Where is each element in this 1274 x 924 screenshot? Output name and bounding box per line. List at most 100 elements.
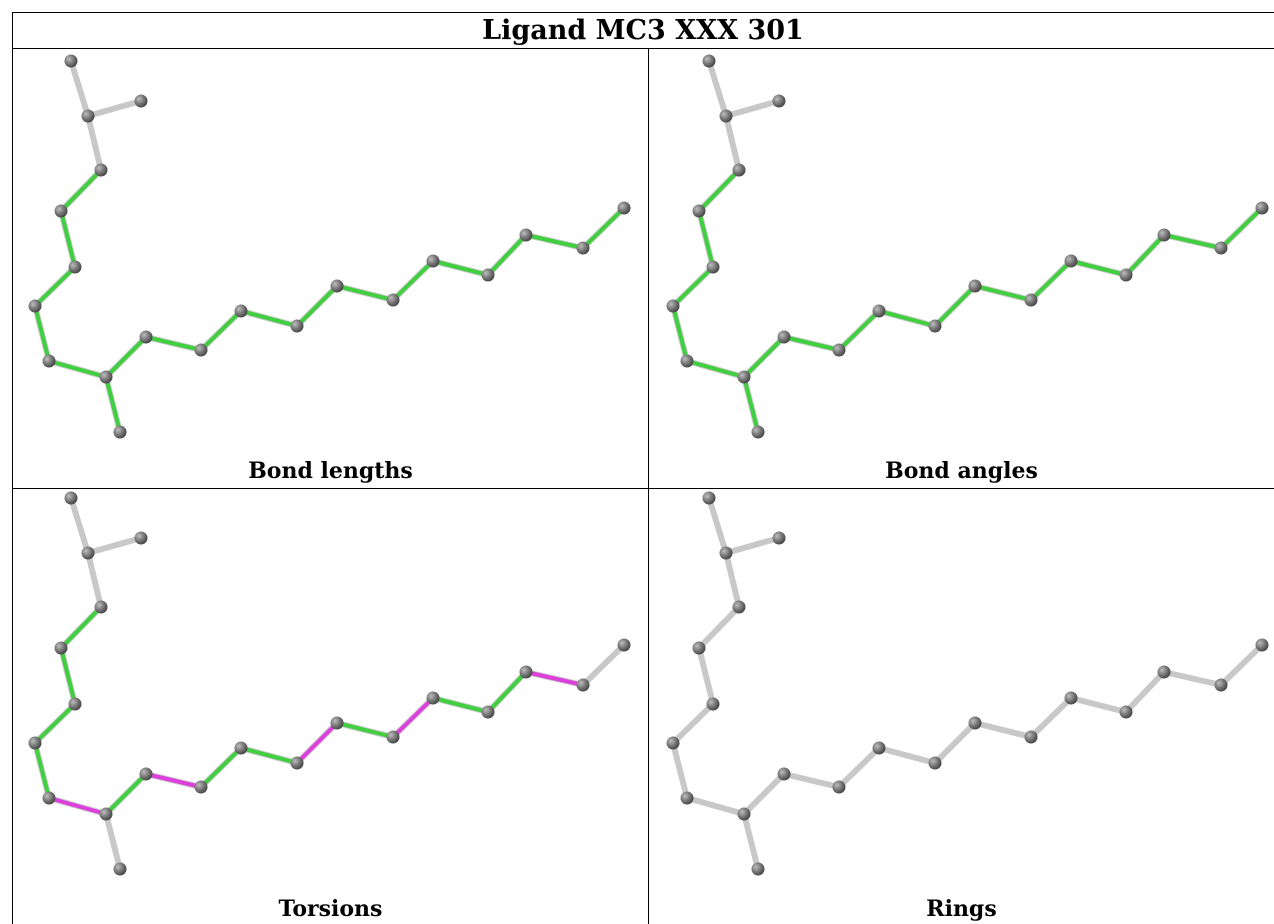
bond [877, 309, 937, 328]
atom [968, 716, 982, 730]
atom [719, 109, 733, 123]
bond [239, 746, 299, 765]
bond [724, 551, 741, 609]
bond [697, 605, 741, 650]
atom [28, 299, 42, 313]
bond [59, 209, 77, 269]
bond [707, 496, 728, 555]
bond [104, 772, 148, 816]
bond [1029, 696, 1073, 739]
bond [104, 375, 122, 434]
bond [933, 721, 977, 765]
bond [524, 233, 585, 250]
atom [94, 163, 108, 177]
atom [1024, 293, 1038, 307]
atom [1064, 691, 1078, 705]
bond [724, 99, 781, 118]
atom [692, 204, 706, 218]
bond [59, 646, 77, 706]
bond [1124, 233, 1166, 277]
atom [234, 304, 248, 318]
atom [290, 756, 304, 770]
atom [194, 343, 208, 357]
atom [113, 425, 127, 439]
atom [94, 600, 108, 614]
atom [772, 531, 786, 545]
atom [54, 641, 68, 655]
bond [391, 259, 435, 302]
atom [576, 678, 590, 692]
bond [933, 284, 977, 328]
bond [671, 265, 715, 308]
atom [617, 638, 631, 652]
bond [33, 702, 77, 745]
bond [973, 721, 1033, 739]
atom [719, 546, 733, 560]
column-divider [648, 48, 649, 924]
bond [47, 359, 108, 379]
bond [335, 721, 395, 739]
atom [234, 741, 248, 755]
panel-torsions [28, 491, 631, 876]
atom [386, 293, 400, 307]
bond [86, 536, 143, 555]
atom [706, 260, 720, 274]
bond [69, 59, 90, 118]
atom [28, 736, 42, 750]
atom [732, 163, 746, 177]
bond [295, 284, 339, 328]
bond [199, 309, 243, 352]
atom [772, 94, 786, 108]
atom [1157, 665, 1171, 679]
atom [576, 241, 590, 255]
caption-rings: Rings [926, 896, 997, 922]
panel-bond-lengths [28, 54, 631, 439]
bond [877, 746, 937, 765]
atom [68, 697, 82, 711]
bond [782, 772, 841, 789]
atom [666, 736, 680, 750]
bond [486, 233, 528, 277]
bond [47, 796, 108, 816]
atom [777, 330, 791, 344]
figure-title: Ligand MC3 XXX 301 [482, 14, 804, 46]
bond [391, 696, 435, 739]
bond [1162, 670, 1223, 687]
atom [1157, 228, 1171, 242]
atom [666, 299, 680, 313]
atom [81, 546, 95, 560]
atom [968, 279, 982, 293]
atom [113, 862, 127, 876]
bond [671, 741, 689, 800]
atom [751, 862, 765, 876]
atom [42, 791, 56, 805]
atom [64, 491, 78, 505]
atom [872, 741, 886, 755]
atom [134, 94, 148, 108]
bond [724, 114, 741, 172]
bond [1069, 696, 1128, 714]
bond [782, 335, 841, 352]
atom [139, 767, 153, 781]
atom [777, 767, 791, 781]
bond [199, 746, 243, 789]
atom [386, 730, 400, 744]
atom [68, 260, 82, 274]
bond [685, 359, 746, 379]
bond [697, 168, 741, 213]
bond [671, 304, 689, 363]
bond [335, 284, 395, 302]
atom [42, 354, 56, 368]
atom [1214, 241, 1228, 255]
atom [692, 641, 706, 655]
atom [519, 665, 533, 679]
bond [86, 99, 143, 118]
atom [751, 425, 765, 439]
bond [685, 796, 746, 816]
atom [737, 807, 751, 821]
bond [742, 812, 760, 871]
bond [581, 643, 626, 687]
bond [1219, 643, 1264, 687]
bond [837, 309, 881, 352]
bond [86, 551, 103, 609]
